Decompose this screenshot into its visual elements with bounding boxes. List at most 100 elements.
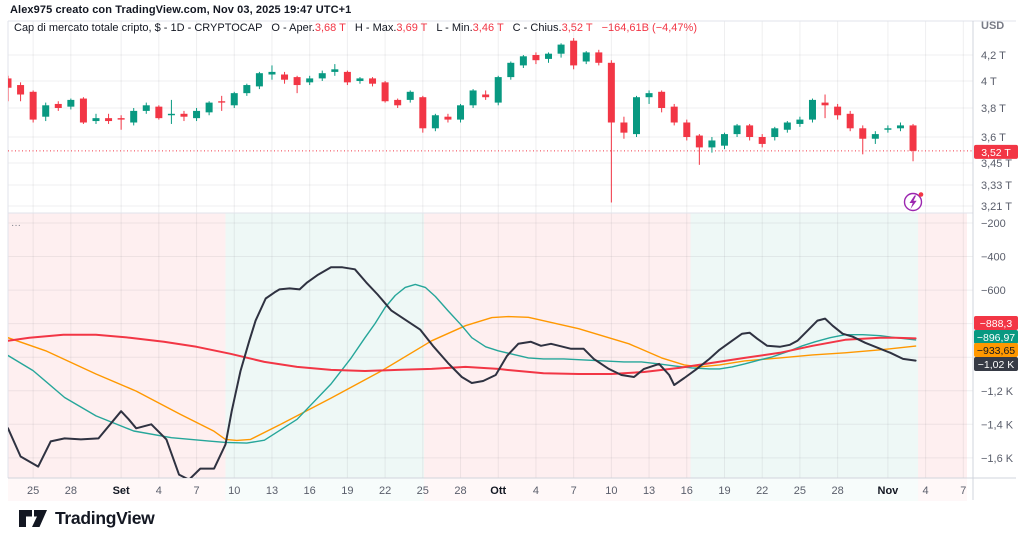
regime-band-bear [424,213,691,501]
ohlc-label: O - Aper. [271,22,315,34]
tradingview-logo-icon [19,510,47,527]
time-tick-label[interactable]: 25 [27,485,39,497]
time-tick-label[interactable]: 10 [228,485,240,497]
candle-body [205,102,213,113]
candle-body [306,78,314,83]
time-tick-label[interactable]: 22 [379,485,391,497]
time-tick-label[interactable]: 25 [794,485,806,497]
current-price-badge [974,144,1018,159]
time-tick-label[interactable]: 4 [156,485,162,497]
indicator-value-badge [974,316,1018,330]
candle-body [406,91,414,100]
candle-body [54,103,62,108]
time-tick-label[interactable]: 22 [756,485,768,497]
candle-body [557,44,565,54]
symbol-title[interactable]: Cap di mercato totale cripto, $ - 1D - C… [14,22,263,34]
time-tick-label[interactable]: 25 [417,485,429,497]
candle-body [645,93,653,98]
ohlc-value: 3,52 T [561,22,593,34]
candle-body [909,125,917,151]
ohlc-item: O - Aper. 3,68 T [271,22,345,34]
candle-body [218,101,226,103]
time-tick-label[interactable]: 4 [533,485,539,497]
candle-body [105,118,113,122]
ohlc-value: 3,68 T [314,22,346,34]
time-tick-label[interactable]: 16 [681,485,693,497]
ohlc-value: 3,69 T [396,22,428,34]
candle-body [871,134,879,139]
candle-body [79,98,87,123]
candle-body [758,137,766,144]
candle-body [255,73,263,87]
candle-body [620,122,628,133]
current-price-badge-text: 3,52 T [981,147,1011,159]
time-tick-label[interactable]: 10 [605,485,617,497]
candle-body [670,106,678,123]
indicator-value-badge-text: −896,97 [977,332,1015,344]
indicator-tick-label: −1,2 K [981,386,1014,398]
candle-body [595,52,603,63]
candle-body [331,69,339,72]
candle-body [507,62,515,78]
candle-body [394,99,402,106]
candle-body [117,118,125,120]
candle-body [167,113,175,116]
price-tick-label: 3,33 T [981,180,1012,192]
regime-band-bear [918,213,967,501]
candle-body [519,56,527,66]
time-tick-label[interactable]: 19 [341,485,353,497]
candle-body [708,140,716,148]
time-tick-label[interactable]: 19 [718,485,730,497]
indicator-value-badge-text: −1,02 K [978,359,1015,371]
candle-body [356,78,364,81]
ohlc-item: C - Chius. 3,52 T [513,22,593,34]
indicator-value-badge [974,330,1018,344]
candle-body [142,105,150,111]
candle-body [683,122,691,137]
candle-body [29,91,37,120]
price-tick-label: 3,21 T [981,201,1012,213]
time-tick-label[interactable]: 28 [831,485,843,497]
candle-body [821,102,829,106]
candle-body [582,52,590,62]
candle-body [431,115,439,129]
candle-body [469,90,477,106]
ohlc-value: 3,46 T [472,22,504,34]
regime-band-bull [225,213,425,501]
candle-body [482,94,490,98]
boost-icon[interactable] [903,192,924,212]
time-tick-label[interactable]: 13 [643,485,655,497]
time-tick-label[interactable]: Nov [878,485,900,497]
tradingview-logo[interactable]: TradingView [18,506,155,531]
candle-body [293,77,301,86]
chart-legend[interactable]: Cap di mercato totale cripto, $ - 1D - C… [14,22,697,34]
indicator-value-badge [974,343,1018,357]
indicator-line-black-fast [8,266,917,478]
time-tick-label[interactable]: 13 [266,485,278,497]
indicator-legend-ellipsis[interactable]: ··· [11,220,21,231]
time-tick-label[interactable]: 7 [960,485,966,497]
time-tick-label[interactable]: 4 [923,485,929,497]
candle-body [859,128,867,139]
candle-body [633,97,640,135]
time-tick-label[interactable]: 7 [193,485,199,497]
candle-body [42,105,50,117]
indicator-tick-label: −1,4 K [981,419,1014,431]
candle-body [570,40,578,66]
time-tick-label[interactable]: 16 [304,485,316,497]
candle-body [67,99,75,107]
price-tick-label: 3,8 T [981,103,1006,115]
candle-body [343,71,351,83]
time-tick-label[interactable]: Ott [490,485,506,497]
candle-body [658,91,666,108]
attribution-text: Alex975 creato con TradingView.com, Nov … [10,4,352,16]
time-tick-label[interactable]: 7 [571,485,577,497]
candle-body [419,97,427,129]
time-tick-label[interactable]: 28 [65,485,77,497]
candle-body [884,128,892,130]
lightning-icon [909,195,917,209]
indicator-line-red-signal [8,333,917,375]
time-tick-label[interactable]: 28 [454,485,466,497]
time-tick-label[interactable]: Set [113,485,130,497]
price-tick-label: 3,6 T [981,132,1006,144]
